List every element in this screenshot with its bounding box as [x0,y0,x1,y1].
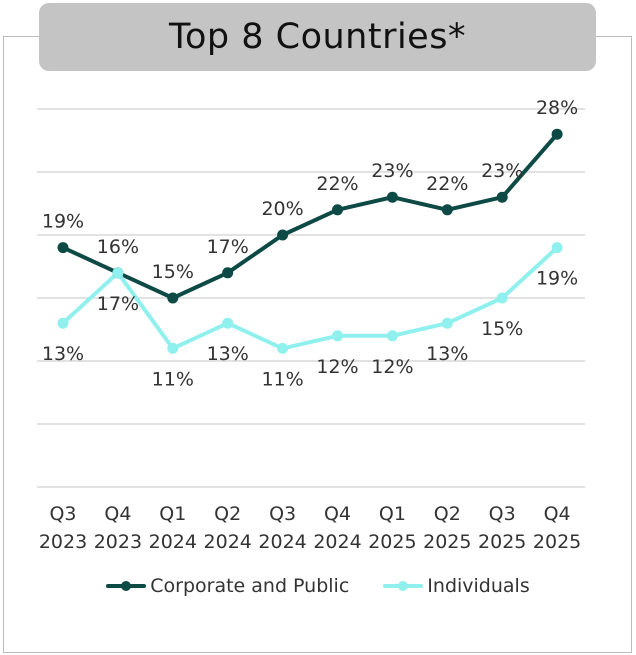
chart-title-box: Top 8 Countries* [39,3,596,71]
legend: Corporate and Public Individuals [0,572,636,600]
series-points [57,128,563,354]
data-label-individuals: 11% [152,368,194,390]
legend-marker-individuals [398,581,409,591]
data-point-individuals [441,317,453,329]
data-labels: 19% 16% 15% 17% 20% 22% 23% 22% 23% 28% 13% 17% 11% 1… [42,97,578,390]
data-label-corporate-and-public: 23% [481,160,523,182]
x-tick-quarter: Q2 [214,503,241,525]
legend-label-individuals: Individuals [427,575,530,597]
data-point-corporate-and-public [57,242,69,254]
x-tick-year: 2023 [94,531,142,553]
x-tick-quarter: Q3 [49,503,76,525]
data-label-corporate-and-public: 16% [97,236,139,258]
x-tick-quarter: Q1 [379,503,406,525]
data-label-individuals: 12% [316,356,358,378]
data-label-individuals: 17% [97,293,139,315]
legend-label-corporate: Corporate and Public [150,575,350,597]
data-point-corporate-and-public [167,292,179,304]
x-tick-quarter: Q3 [489,503,516,525]
x-tick-quarter: Q4 [324,503,351,525]
x-tick-year: 2025 [423,531,471,553]
legend-marker-corporate [121,581,132,591]
x-tick-quarter: Q3 [269,503,296,525]
data-label-corporate-and-public: 22% [316,173,358,195]
chart-frame [3,36,632,653]
x-axis-ticks: Q3 2023 Q4 2023 Q1 2024 Q2 2024 Q3 2024 Q4 2024 Q1 20… [39,503,581,553]
data-label-corporate-and-public: 19% [42,211,84,233]
x-tick-year: 2024 [258,531,306,553]
x-tick-year: 2024 [149,531,197,553]
data-point-corporate-and-public [386,191,398,203]
gridlines [37,108,585,488]
x-tick-year: 2024 [313,531,361,553]
data-point-corporate-and-public [277,229,289,241]
legend-swatch-corporate [106,572,147,600]
x-tick-year: 2023 [39,531,87,553]
data-label-individuals: 13% [207,343,249,365]
data-point-corporate-and-public [496,191,508,203]
data-point-corporate-and-public [441,204,453,216]
data-label-individuals: 12% [371,356,413,378]
chart-title: Top 8 Countries* [169,17,466,57]
data-point-individuals [386,330,398,342]
x-tick-year: 2024 [204,531,252,553]
data-point-individuals [277,342,289,354]
data-point-individuals [167,342,179,354]
data-label-corporate-and-public: 23% [371,160,413,182]
series-line-corporate-and-public [61,132,560,300]
series-lines [61,132,560,351]
x-tick-year: 2025 [533,531,581,553]
x-tick-year: 2025 [368,531,416,553]
x-tick-quarter: Q4 [104,503,131,525]
data-label-individuals: 13% [42,343,84,365]
x-tick-quarter: Q4 [544,503,571,525]
data-label-individuals: 19% [536,268,578,290]
x-tick-quarter: Q2 [434,503,461,525]
data-point-corporate-and-public [332,204,343,216]
data-label-corporate-and-public: 22% [426,173,468,195]
x-tick-quarter: Q1 [159,503,186,525]
data-label-corporate-and-public: 15% [152,261,194,283]
data-point-individuals [222,317,234,329]
data-label-individuals: 13% [426,343,468,365]
data-point-individuals [332,330,343,342]
x-tick-year: 2025 [478,531,526,553]
data-point-corporate-and-public [551,128,563,140]
data-label-corporate-and-public: 17% [207,236,249,258]
data-point-individuals [112,267,124,279]
legend-item-individuals: Individuals [383,572,530,600]
data-label-individuals: 11% [261,368,303,390]
data-point-individuals [496,292,508,304]
data-label-corporate-and-public: 28% [536,97,578,119]
legend-item-corporate: Corporate and Public [106,572,349,600]
legend-swatch-individuals [383,572,424,600]
data-point-corporate-and-public [222,267,234,279]
data-label-individuals: 15% [481,318,523,340]
series-line-individuals [61,245,560,351]
data-point-individuals [57,317,69,329]
data-label-corporate-and-public: 20% [261,198,303,220]
data-point-individuals [551,242,563,254]
